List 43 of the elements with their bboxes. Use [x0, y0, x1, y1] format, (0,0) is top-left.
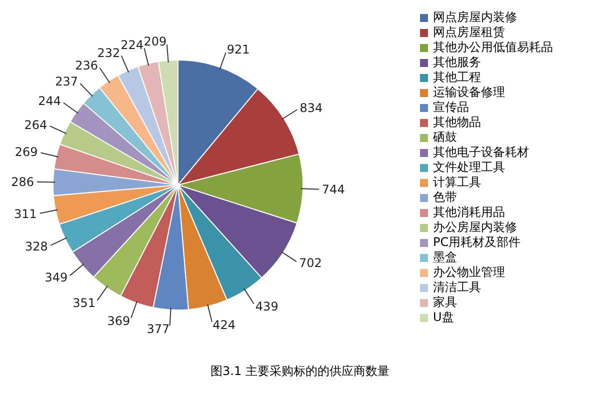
- data-label: 351: [72, 296, 96, 310]
- legend-label: 运输设备修理: [433, 85, 505, 100]
- data-label: 377: [146, 322, 170, 336]
- data-label: 244: [38, 94, 62, 108]
- legend-label: 办公物业管理: [433, 265, 505, 280]
- legend-label: 其他消耗用品: [433, 205, 505, 220]
- legend-label: 其他工程: [433, 70, 481, 85]
- legend-label: PC用耗材及部件: [433, 235, 521, 250]
- data-label: 311: [14, 206, 37, 221]
- legend-label: 墨盒: [433, 250, 457, 265]
- legend-label: 网点房屋租赁: [433, 25, 505, 40]
- legend-label: 宣传品: [433, 100, 469, 115]
- legend-label: 清洁工具: [433, 280, 481, 295]
- data-label: 269: [14, 145, 38, 160]
- legend-label: 其他服务: [433, 55, 481, 70]
- data-label: 224: [120, 38, 144, 52]
- legend-label: 网点房屋内装修: [433, 10, 517, 25]
- data-label: 369: [107, 314, 130, 328]
- legend-label: 硒鼓: [433, 130, 457, 145]
- data-label: 209: [144, 34, 167, 48]
- text: 图3.1 主要采购标的的供应商数量: [210, 363, 390, 380]
- data-label: 439: [255, 299, 278, 314]
- legend-label: 办公房屋内装修: [433, 220, 517, 235]
- legend-label: 计算工具: [433, 175, 481, 190]
- data-label: 264: [24, 118, 48, 132]
- data-label: 237: [55, 74, 78, 88]
- legend-label: 文件处理工具: [433, 160, 505, 175]
- data-label: 232: [97, 46, 120, 60]
- legend-label: 色带: [433, 190, 457, 205]
- legend-label: 其他办公用低值易耗品: [433, 40, 553, 55]
- data-label: 328: [24, 240, 48, 254]
- data-label: 286: [11, 174, 34, 189]
- data-label: 744: [322, 182, 345, 196]
- legend-label: 家具: [433, 295, 457, 310]
- data-label: 236: [75, 58, 98, 72]
- data-label: 702: [298, 256, 322, 270]
- data-label: 921: [226, 42, 250, 57]
- legend-label: U盘: [433, 310, 454, 325]
- data-label: 834: [300, 101, 323, 116]
- data-label: 424: [212, 318, 236, 332]
- data-label: 349: [44, 270, 68, 284]
- legend-label: 其他电子设备耗材: [433, 145, 529, 160]
- legend-label: 其他物品: [433, 115, 481, 130]
